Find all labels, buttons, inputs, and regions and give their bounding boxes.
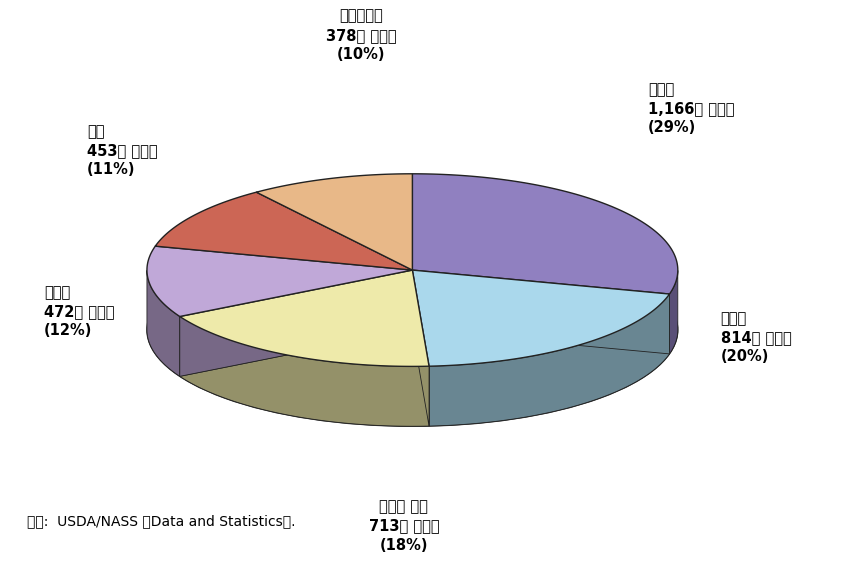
Text: 동북부
472만 에이커
(12%): 동북부 472만 에이커 (12%) <box>44 285 115 338</box>
Polygon shape <box>256 174 412 270</box>
Polygon shape <box>147 246 412 316</box>
Polygon shape <box>180 316 429 426</box>
Text: 자료:  USDA/NASS 『Data and Statistics』.: 자료: USDA/NASS 『Data and Statistics』. <box>27 514 295 528</box>
Ellipse shape <box>147 233 678 426</box>
Text: 콘벨트 지대
713만 에이커
(18%): 콘벨트 지대 713만 에이커 (18%) <box>369 499 439 553</box>
Polygon shape <box>180 270 412 376</box>
Polygon shape <box>412 270 669 354</box>
Polygon shape <box>412 270 429 426</box>
Polygon shape <box>412 270 429 426</box>
Text: 서부
453만 에이커
(11%): 서부 453만 에이커 (11%) <box>87 123 158 177</box>
Polygon shape <box>412 270 669 366</box>
Text: 중남부
1,166만 에이커
(29%): 중남부 1,166만 에이커 (29%) <box>648 82 734 135</box>
Polygon shape <box>412 174 678 294</box>
Polygon shape <box>180 270 412 376</box>
Polygon shape <box>147 270 180 376</box>
Polygon shape <box>180 270 429 366</box>
Text: 남동부
814만 에이커
(20%): 남동부 814만 에이커 (20%) <box>721 311 791 365</box>
Polygon shape <box>669 270 678 354</box>
Text: 중서부북부
378만 에이커
(10%): 중서부북부 378만 에이커 (10%) <box>326 8 396 62</box>
Polygon shape <box>412 270 669 354</box>
Polygon shape <box>429 294 669 426</box>
Polygon shape <box>155 192 412 270</box>
